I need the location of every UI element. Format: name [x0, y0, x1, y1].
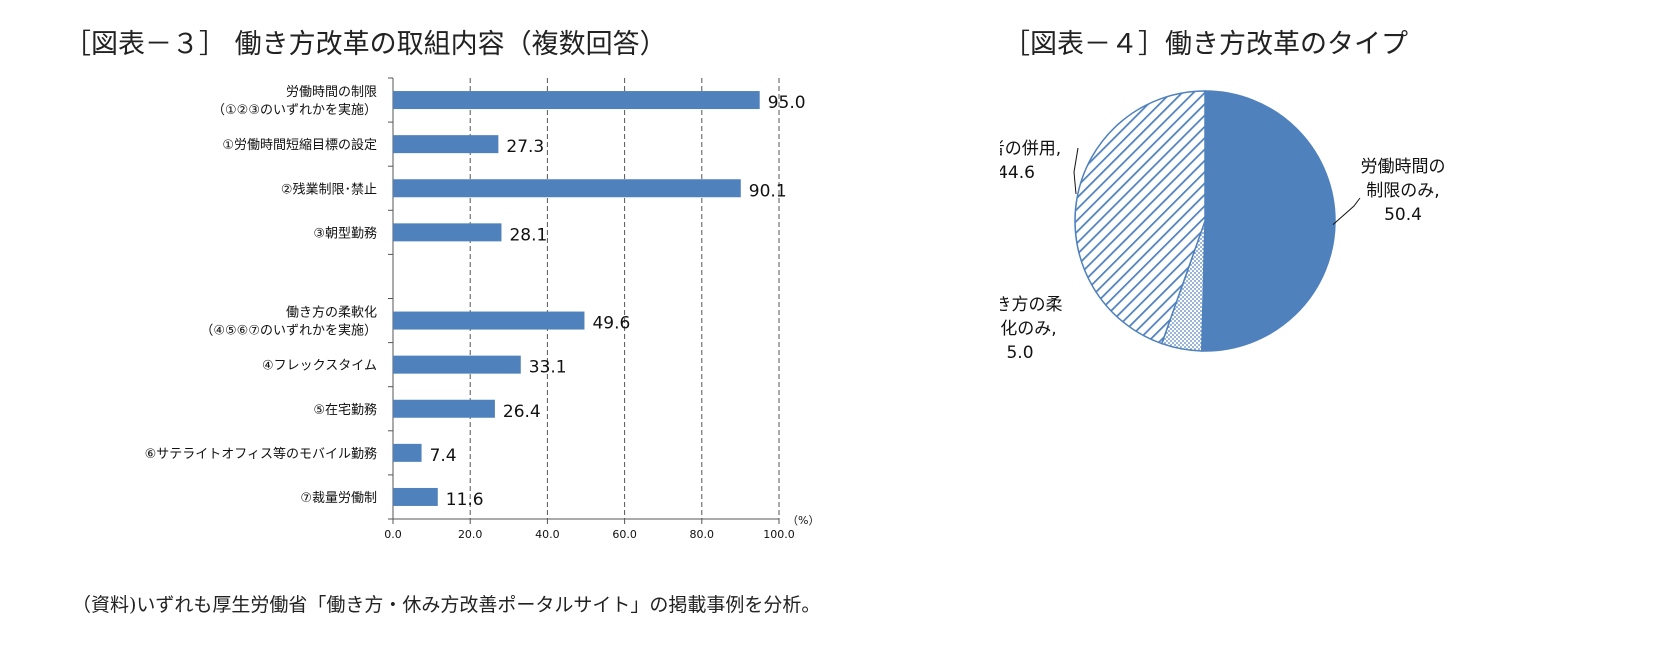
slice-value-label: 44.6	[1000, 163, 1035, 183]
data-label: 26.4	[503, 402, 541, 422]
pie-chart-title: ［図表－４］働き方改革のタイプ	[1003, 29, 1408, 60]
bar	[393, 179, 741, 198]
pie-slice	[1074, 90, 1206, 345]
data-label: 49.6	[592, 314, 630, 334]
slice-label: 両者の併用,	[1000, 139, 1061, 159]
category-label: 労働時間の制限	[286, 85, 377, 100]
leader-line	[1332, 197, 1361, 226]
bar	[393, 223, 502, 242]
bar	[393, 135, 499, 154]
category-label: ⑤在宅勤務	[313, 403, 377, 418]
bar	[393, 91, 760, 110]
bar	[393, 487, 438, 506]
x-tick-label: 80.0	[690, 528, 715, 541]
category-label: （①②③のいずれかを実施）	[212, 102, 377, 118]
data-label: 28.1	[509, 225, 547, 245]
data-label: 27.3	[506, 137, 544, 157]
category-label: ②残業制限･禁止	[281, 181, 377, 197]
data-label: 33.1	[529, 358, 567, 378]
bar-chart: 0.0 20.0 40.0 60.0 80.0 100.0（%） 労働時間の制限 （①②③のい…	[145, 77, 819, 541]
slice-value-label: 5.0	[1006, 343, 1033, 363]
bar-chart-title: ［図表－３］ 働き方改革の取組内容（複数回答）	[64, 29, 667, 60]
slice-label: 軟化のみ,	[1000, 319, 1057, 339]
data-label: 90.1	[749, 181, 787, 201]
slice-label: 働き方の柔	[1000, 295, 1063, 315]
x-unit-label: （%）	[787, 514, 819, 527]
bar	[393, 443, 422, 462]
category-label: ⑦裁量労働制	[300, 490, 377, 506]
x-tick-label: 100.0	[763, 528, 795, 541]
slice-value-label: 50.4	[1384, 205, 1422, 225]
category-label: ③朝型勤務	[313, 226, 377, 241]
bar	[393, 355, 521, 374]
bar	[393, 311, 585, 330]
x-tick-label: 0.0	[384, 528, 402, 541]
data-label: 95.0	[768, 93, 806, 113]
category-label: （④⑤⑥⑦のいずれかを実施）	[200, 323, 377, 339]
category-label: ⑥サテライトオフィス等のモバイル勤務	[145, 446, 377, 462]
category-label: ④フレックスタイム	[262, 359, 377, 374]
slice-label: 制限のみ,	[1366, 181, 1439, 201]
category-label: 働き方の柔軟化	[286, 305, 377, 321]
pie-slice	[1200, 90, 1336, 352]
slice-label: 労働時間の	[1361, 157, 1446, 177]
source-note: （資料)いずれも厚生労働省「働き方・休み方改善ポータルサイト」の掲載事例を分析。	[72, 594, 821, 616]
bar	[393, 399, 495, 418]
x-tick-label: 40.0	[535, 528, 560, 541]
x-tick-label: 60.0	[612, 528, 637, 541]
data-label: 11.6	[446, 490, 484, 510]
category-label: ①労働時間短縮目標の設定	[222, 137, 377, 153]
x-tick-label: 20.0	[458, 528, 483, 541]
leader-line	[1073, 147, 1079, 195]
data-label: 7.4	[430, 446, 457, 466]
